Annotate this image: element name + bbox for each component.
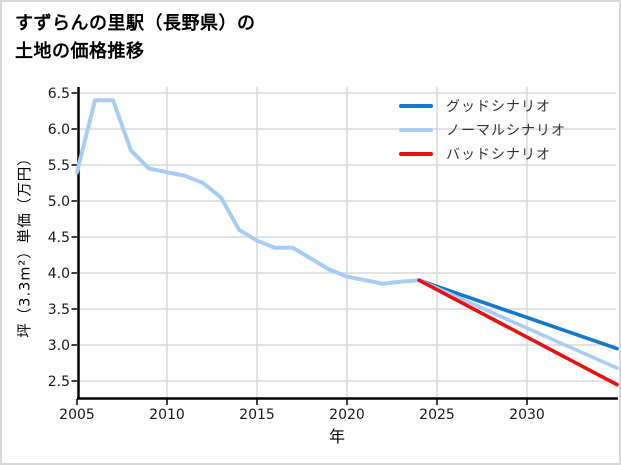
chart-title: すずらんの里駅（長野県）の 土地の価格推移 xyxy=(15,10,256,66)
x-tick-label-2005: 2005 xyxy=(59,407,95,423)
y-tick-labels: 2.5 3.0 3.5 4.0 4.5 5.0 5.5 6.0 6.5 xyxy=(48,86,70,390)
y-tick-label-5.5: 5.5 xyxy=(48,158,70,174)
axis-tick-marks xyxy=(71,92,528,405)
legend-item-good-scenario: グッドシナリオ xyxy=(399,94,566,118)
x-tick-label-2030: 2030 xyxy=(509,407,545,423)
series-line-bad-scenario xyxy=(417,278,619,387)
legend-label-good-scenario: グッドシナリオ xyxy=(446,99,551,115)
chart-title-line2: 土地の価格推移 xyxy=(15,41,145,62)
series-line-historical xyxy=(75,98,421,286)
axes-spines xyxy=(77,87,618,400)
legend-item-normal-scenario: ノーマルシナリオ xyxy=(399,118,566,142)
y-tick-label-6.5: 6.5 xyxy=(48,86,70,102)
y-tick-label-2.5: 2.5 xyxy=(48,374,70,390)
legend-label-bad-scenario: バッドシナリオ xyxy=(446,147,551,163)
y-tick-label-3.0: 3.0 xyxy=(48,338,70,354)
legend-item-bad-scenario: バッドシナリオ xyxy=(399,142,566,166)
x-tick-label-2010: 2010 xyxy=(149,407,185,423)
x-tick-label-2015: 2015 xyxy=(239,407,275,423)
x-tick-label-2025: 2025 xyxy=(419,407,455,423)
x-tick-label-2020: 2020 xyxy=(329,407,365,423)
series-lines xyxy=(75,98,619,387)
y-tick-label-4.5: 4.5 xyxy=(48,230,70,246)
x-tick-labels: 2005 2010 2015 2020 2025 2030 xyxy=(59,407,545,423)
y-tick-label-6.0: 6.0 xyxy=(48,122,70,138)
series-line-normal-scenario xyxy=(417,278,619,370)
y-tick-label-3.5: 3.5 xyxy=(48,302,70,318)
legend-swatch-bad-scenario xyxy=(399,152,433,156)
y-tick-label-4.0: 4.0 xyxy=(48,266,70,282)
legend-swatch-good-scenario xyxy=(399,104,433,108)
legend: グッドシナリオ ノーマルシナリオ バッドシナリオ xyxy=(399,94,566,166)
legend-label-normal-scenario: ノーマルシナリオ xyxy=(446,123,566,139)
y-axis-label: 坪（3.3m²）単価（万円） xyxy=(17,150,34,338)
y-tick-label-5.0: 5.0 xyxy=(48,194,70,210)
legend-swatch-normal-scenario xyxy=(399,128,433,132)
chart-title-line1: すずらんの里駅（長野県）の xyxy=(15,13,256,34)
series-line-good-scenario xyxy=(417,278,619,351)
x-axis-label: 年 xyxy=(328,427,345,446)
